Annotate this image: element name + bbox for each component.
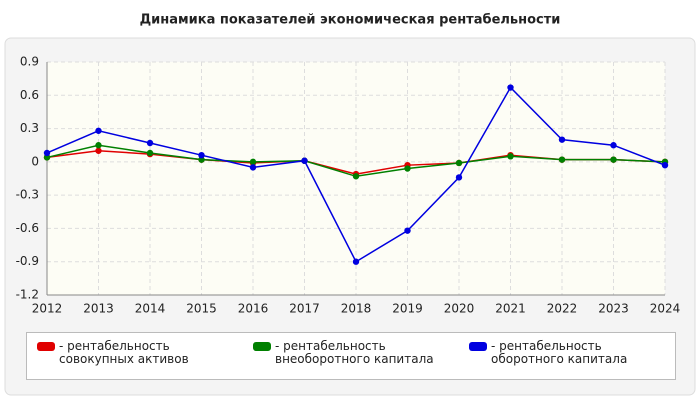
y-tick-label: 0.3 — [20, 121, 39, 135]
point — [146, 139, 154, 147]
y-tick-label: 0 — [31, 154, 39, 168]
point — [352, 173, 360, 180]
x-tick-label: 2017 — [289, 302, 320, 316]
y-tick-label: 0.9 — [20, 55, 39, 69]
y-tick-label: -0.3 — [16, 188, 39, 202]
legend-item: - рентабельность оборотного капитала — [459, 333, 675, 379]
point — [301, 157, 308, 164]
point — [404, 165, 411, 172]
y-tick-label: -0.9 — [16, 254, 39, 268]
point — [404, 227, 411, 234]
x-tick-label: 2024 — [650, 302, 681, 316]
point — [95, 127, 102, 134]
y-tick-label: -0.6 — [16, 221, 39, 235]
legend-label: - рентабельность оборотного капитала — [491, 339, 628, 366]
point — [249, 164, 257, 171]
point — [507, 153, 514, 160]
legend-label: - рентабельность совокупных активов — [59, 339, 189, 366]
point — [558, 156, 566, 163]
point — [95, 147, 102, 154]
point — [661, 161, 669, 169]
x-tick-label: 2016 — [238, 302, 269, 316]
legend-swatch — [37, 342, 55, 351]
x-tick-label: 2015 — [186, 302, 217, 316]
point — [95, 142, 102, 149]
x-tick-label: 2020 — [444, 302, 475, 316]
x-tick-label: 2022 — [547, 302, 578, 316]
point — [455, 174, 463, 181]
legend-label: - рентабельность внеоборотного капитала — [275, 339, 434, 366]
point — [558, 136, 566, 143]
x-tick-label: 2014 — [135, 302, 166, 316]
point — [455, 159, 463, 167]
point — [249, 158, 257, 166]
x-tick-label: 2019 — [392, 302, 423, 316]
point — [43, 154, 51, 161]
legend-item: - рентабельность совокупных активов — [27, 333, 243, 379]
x-tick-label: 2013 — [83, 302, 114, 316]
legend-swatch — [253, 342, 271, 351]
point — [352, 258, 360, 265]
point — [198, 152, 205, 159]
point — [610, 156, 617, 163]
point — [610, 142, 617, 149]
y-tick-label: 0.6 — [20, 88, 39, 102]
x-tick-label: 2012 — [32, 302, 63, 316]
point — [507, 84, 514, 91]
legend: - рентабельность совокупных активов - рен… — [26, 332, 676, 380]
x-tick-label: 2023 — [598, 302, 629, 316]
y-tick-label: -1.2 — [16, 288, 39, 302]
x-tick-label: 2018 — [341, 302, 372, 316]
point — [146, 149, 154, 157]
point — [43, 149, 51, 157]
chart-title: Динамика показателей экономическая рента… — [140, 13, 561, 28]
legend-item: - рентабельность внеоборотного капитала — [243, 333, 459, 379]
legend-swatch — [469, 342, 487, 351]
point — [198, 156, 205, 163]
x-tick-label: 2021 — [495, 302, 526, 316]
